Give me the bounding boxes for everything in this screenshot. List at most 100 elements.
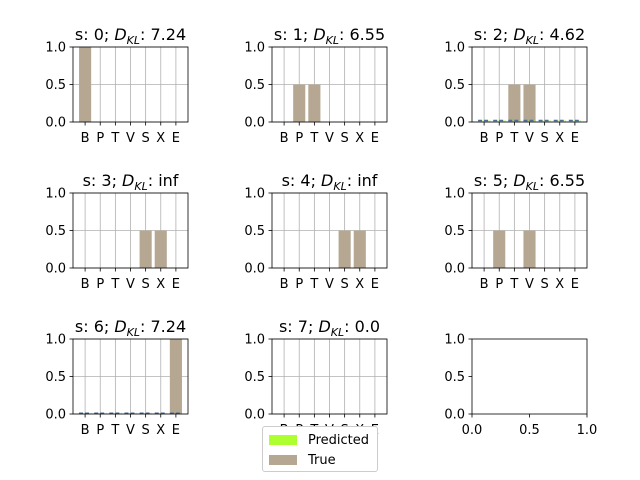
subplot-title-0: s: 0; DKL: 7.24 — [75, 25, 186, 47]
subplot-title-4: s: 4; DKL: inf — [282, 171, 378, 193]
y-tick-label-6-1: 0.5 — [45, 370, 66, 385]
x-tick-label-2-T: T — [509, 131, 518, 146]
y-tick-label-0-0: 0.0 — [45, 116, 66, 131]
x-tick-label-0-P: P — [96, 131, 104, 146]
x-tick-label-8-1: 0.5 — [519, 423, 540, 438]
bar-true-5-P — [493, 230, 506, 268]
x-tick-label-5-S: S — [540, 277, 548, 292]
legend-label-predicted: Predicted — [308, 432, 370, 448]
x-tick-label-5-B: B — [480, 277, 489, 292]
x-tick-label-8-0: 0.0 — [462, 423, 483, 438]
bar-true-1-P — [293, 84, 306, 122]
x-tick-label-1-V: V — [325, 131, 334, 146]
x-tick-label-1-B: B — [280, 131, 289, 146]
y-tick-label-1-1: 0.5 — [244, 78, 265, 93]
legend-entry-predicted: Predicted — [269, 430, 377, 450]
y-tick-label-6-0: 0.0 — [45, 408, 66, 423]
x-tick-label-1-E: E — [371, 131, 379, 146]
x-tick-label-4-B: B — [280, 277, 289, 292]
y-tick-label-3-2: 1.0 — [45, 187, 66, 202]
y-tick-label-4-2: 1.0 — [244, 187, 265, 202]
y-tick-label-0-1: 0.5 — [45, 78, 66, 93]
x-tick-label-1-P: P — [295, 131, 303, 146]
x-tick-label-2-P: P — [495, 131, 503, 146]
bar-true-2-V — [523, 84, 536, 122]
legend: Predicted True — [262, 426, 378, 472]
y-tick-label-7-2: 1.0 — [244, 333, 265, 348]
subplot-0: 0.0 0.5 1.0 B P T V S X Es: 0; DKL: 7.24 — [45, 25, 189, 146]
subplot-1: 0.0 0.5 1.0 B P T V S X Es: 1; DKL: 6.55 — [244, 25, 388, 146]
y-tick-label-3-0: 0.0 — [45, 262, 66, 277]
y-tick-label-5-2: 1.0 — [444, 187, 465, 202]
x-tick-label-3-P: P — [96, 277, 104, 292]
x-tick-label-3-X: X — [156, 277, 165, 292]
subplot-title-5: s: 5; DKL: 6.55 — [474, 171, 585, 193]
y-tick-label-7-0: 0.0 — [244, 408, 265, 423]
bar-true-1-T — [308, 84, 321, 122]
y-tick-label-8-1: 0.5 — [444, 370, 465, 385]
subplot-3: 0.0 0.5 1.0 B P T V S X Es: 3; DKL: inf — [45, 171, 189, 292]
bar-true-5-V — [523, 230, 536, 268]
x-tick-label-3-S: S — [141, 277, 149, 292]
x-tick-label-2-B: B — [480, 131, 489, 146]
axes-frame-8 — [471, 338, 588, 415]
x-tick-label-4-E: E — [371, 277, 379, 292]
x-tick-label-1-S: S — [340, 131, 348, 146]
bar-true-6-E — [169, 339, 182, 414]
x-tick-label-5-E: E — [571, 277, 579, 292]
y-tick-label-2-2: 1.0 — [444, 41, 465, 56]
x-tick-label-2-X: X — [555, 131, 564, 146]
subplot-2: 0.0 0.5 1.0 B P T V S X Es: 2; DKL: 4.62 — [444, 25, 588, 146]
y-tick-label-8-2: 1.0 — [444, 333, 465, 348]
y-tick-label-0-2: 1.0 — [45, 41, 66, 56]
x-tick-label-0-B: B — [81, 131, 90, 146]
y-tick-label-1-2: 1.0 — [244, 41, 265, 56]
subplot-empty: 0.0 0.5 1.0 0.0 0.5 1.0 — [444, 333, 597, 439]
x-tick-label-0-V: V — [126, 131, 135, 146]
x-tick-label-5-P: P — [495, 277, 503, 292]
bar-true-0-B — [79, 47, 92, 122]
subplot-6: 0.0 0.5 1.0 B P T V S X Es: 6; DKL: 7.24 — [45, 317, 189, 438]
subplot-title-2: s: 2; DKL: 4.62 — [474, 25, 585, 47]
x-tick-label-3-T: T — [110, 277, 119, 292]
x-tick-label-6-P: P — [96, 423, 104, 438]
y-tick-label-1-0: 0.0 — [244, 116, 265, 131]
x-tick-label-6-S: S — [141, 423, 149, 438]
subplot-5: 0.0 0.5 1.0 B P T V S X Es: 5; DKL: 6.55 — [444, 171, 588, 292]
y-tick-label-2-0: 0.0 — [444, 116, 465, 131]
x-tick-label-4-P: P — [295, 277, 303, 292]
legend-swatch-predicted — [269, 435, 297, 445]
x-tick-label-5-V: V — [525, 277, 534, 292]
subplot-title-3: s: 3; DKL: inf — [83, 171, 179, 193]
y-tick-label-6-2: 1.0 — [45, 333, 66, 348]
bar-true-4-X — [353, 230, 366, 268]
x-tick-label-2-V: V — [525, 131, 534, 146]
x-tick-label-1-T: T — [309, 131, 318, 146]
x-tick-label-1-X: X — [355, 131, 364, 146]
x-tick-label-5-T: T — [509, 277, 518, 292]
bar-true-3-S — [139, 230, 152, 268]
x-tick-label-6-E: E — [172, 423, 180, 438]
x-tick-label-3-V: V — [126, 277, 135, 292]
x-tick-label-0-E: E — [172, 131, 180, 146]
x-tick-label-6-T: T — [110, 423, 119, 438]
subplot-title-6: s: 6; DKL: 7.24 — [75, 317, 186, 339]
x-tick-label-3-E: E — [172, 277, 180, 292]
x-tick-label-4-V: V — [325, 277, 334, 292]
x-tick-label-6-V: V — [126, 423, 135, 438]
x-tick-label-2-E: E — [571, 131, 579, 146]
y-tick-label-5-0: 0.0 — [444, 262, 465, 277]
x-tick-label-3-B: B — [81, 277, 90, 292]
bar-true-3-X — [154, 230, 167, 268]
x-tick-label-8-2: 1.0 — [577, 423, 598, 438]
x-tick-label-4-T: T — [309, 277, 318, 292]
x-tick-label-0-X: X — [156, 131, 165, 146]
y-tick-label-8-0: 0.0 — [444, 408, 465, 423]
x-tick-label-0-T: T — [110, 131, 119, 146]
x-tick-label-5-X: X — [555, 277, 564, 292]
x-tick-label-4-S: S — [340, 277, 348, 292]
y-tick-label-4-1: 0.5 — [244, 224, 265, 239]
x-tick-label-6-X: X — [156, 423, 165, 438]
